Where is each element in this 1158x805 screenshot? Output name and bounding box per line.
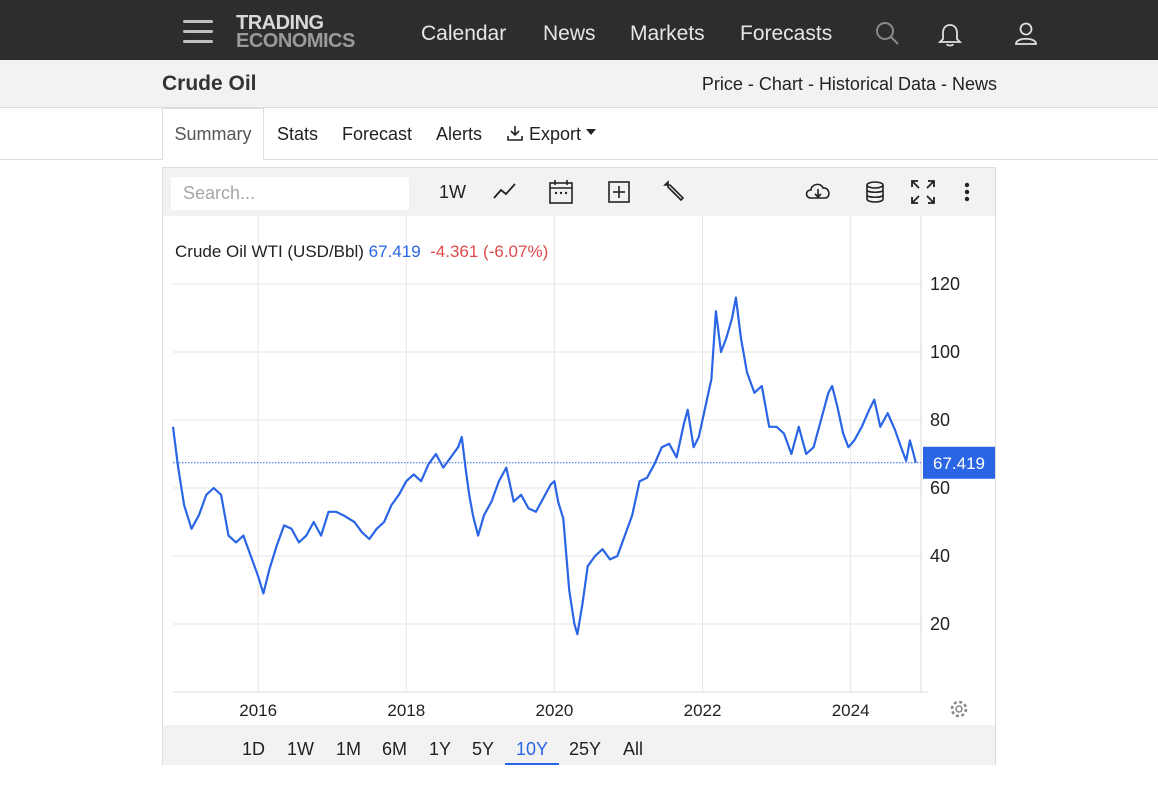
range-1m[interactable]: 1M (336, 739, 362, 759)
download-small-icon (507, 126, 523, 141)
price-tag (923, 446, 995, 479)
range-1w[interactable]: 1W (287, 739, 314, 759)
x-tick-label: 2018 (387, 701, 425, 720)
breadcrumb-separator: - (742, 74, 759, 94)
wrench-icon[interactable] (661, 178, 689, 206)
nav-forecasts[interactable]: Forecasts (740, 22, 833, 45)
x-tick-label: 2016 (239, 701, 277, 720)
tab-forecast[interactable]: Forecast (342, 124, 413, 144)
bell-icon[interactable] (937, 22, 963, 48)
y-tick-label: 20 (930, 614, 950, 634)
range-10y[interactable]: 10Y (516, 739, 549, 759)
y-tick-label: 80 (930, 410, 950, 430)
download-icon[interactable] (803, 178, 833, 206)
range-6m[interactable]: 6M (382, 739, 408, 759)
y-tick-label: 40 (930, 546, 950, 566)
price-tag-label: 67.419 (933, 454, 985, 473)
price-change-pct: (-6.07%) (483, 242, 549, 261)
settings-gear-icon[interactable] (950, 700, 968, 718)
tab-summary[interactable]: Summary (162, 108, 264, 160)
active-range-indicator (505, 763, 559, 765)
series-name: Crude Oil WTI (USD/Bbl) (175, 242, 364, 261)
breadcrumb-separator: - (935, 74, 952, 94)
chart-area: 20 40 60 80 100 120 2016 2018 2020 2022 2024 67.419… (163, 216, 995, 726)
nav-markets[interactable]: Markets (630, 22, 705, 45)
breadcrumb-price[interactable]: Price (701, 74, 743, 94)
database-icon[interactable] (862, 178, 888, 206)
breadcrumb: Price - Chart - Historical Data - News (702, 74, 997, 95)
menu-icon[interactable] (183, 20, 213, 44)
price-chart[interactable]: 20 40 60 80 100 120 2016 2018 2020 2022 2024 67.419 (163, 216, 995, 726)
tab-alerts[interactable]: Alerts (436, 124, 483, 144)
sub-header: Crude Oil Price - Chart - Historical Dat… (0, 60, 1158, 108)
user-icon[interactable] (1013, 21, 1039, 47)
interval-button[interactable]: 1W (439, 182, 466, 202)
range-1d[interactable]: 1D (242, 739, 266, 759)
current-price: 67.419 (368, 242, 421, 261)
page-title: Crude Oil (162, 72, 257, 95)
logo-line1: TRADING (236, 12, 324, 34)
x-tick-label: 2020 (535, 701, 573, 720)
add-indicator-icon[interactable] (605, 178, 633, 206)
chart-toolbar: 1W (163, 168, 995, 216)
search-icon[interactable] (874, 20, 900, 46)
logo[interactable]: TRADING ECONOMICS (236, 12, 355, 52)
export-label: Export (529, 124, 582, 144)
breadcrumb-separator: - (802, 74, 819, 94)
range-25y[interactable]: 25Y (569, 739, 602, 759)
y-tick-label: 60 (930, 478, 950, 498)
chart-legend: Crude Oil WTI (USD/Bbl) 67.419 -4.361 (-… (175, 242, 548, 262)
range-all[interactable]: All (623, 739, 644, 759)
range-5y[interactable]: 5Y (472, 739, 495, 759)
breadcrumb-historical-data[interactable]: Historical Data (818, 74, 936, 94)
tabs-row: Summary Stats Forecast Alerts Export (0, 108, 1158, 160)
x-tick-label: 2022 (684, 701, 722, 720)
nav-news[interactable]: News (543, 22, 596, 45)
x-tick-label: 2024 (832, 701, 870, 720)
chart-card: 1W (162, 167, 996, 765)
line-chart-icon[interactable] (491, 178, 519, 206)
tab-stats[interactable]: Stats (277, 124, 319, 144)
caret-down-icon (586, 129, 597, 135)
logo-line2: ECONOMICS (236, 30, 355, 52)
top-nav: TRADING ECONOMICS Calendar News Markets … (0, 0, 1158, 60)
range-1y[interactable]: 1Y (429, 739, 452, 759)
y-tick-label: 120 (930, 274, 960, 294)
fullscreen-icon[interactable] (909, 178, 937, 206)
price-change: -4.361 (430, 242, 479, 261)
y-tick-label: 100 (930, 342, 960, 362)
range-selector: 1D 1W 1M 6M 1Y 5Y 10Y 25Y All (163, 725, 995, 765)
price-series-line (171, 296, 917, 636)
breadcrumb-news[interactable]: News (951, 74, 997, 94)
more-icon[interactable] (957, 178, 977, 206)
tab-export[interactable]: Export (506, 124, 597, 145)
calendar-icon[interactable] (547, 178, 575, 206)
nav-calendar[interactable]: Calendar (421, 22, 507, 45)
search-input[interactable] (171, 177, 409, 210)
breadcrumb-chart[interactable]: Chart (758, 74, 803, 94)
